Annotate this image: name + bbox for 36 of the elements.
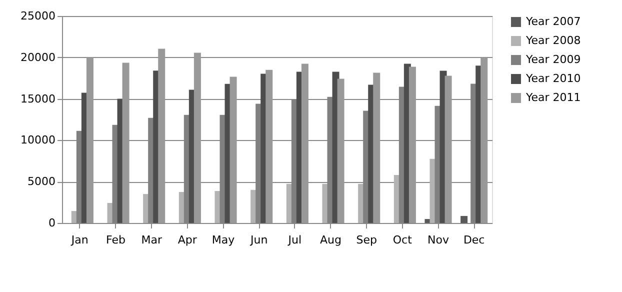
bar	[86, 57, 94, 223]
x-tick-label: Aug	[320, 234, 342, 246]
y-tick-label: 5000	[28, 175, 56, 188]
legend-label: Year 2011	[525, 91, 581, 104]
bar	[230, 76, 237, 223]
x-tick-label: Mar	[141, 234, 162, 246]
legend-label: Year 2008	[525, 34, 581, 47]
y-tick-label: 10000	[20, 134, 56, 147]
y-tick-label: 20000	[20, 50, 56, 64]
x-tick-label: Sep	[356, 234, 377, 246]
legend-label: Year 2010	[525, 72, 581, 85]
x-tick-label: Oct	[392, 234, 413, 246]
bar	[158, 48, 166, 223]
x-tick-label: Apr	[178, 234, 198, 246]
x-tick-label: Jul	[287, 234, 302, 246]
bar	[373, 72, 380, 223]
bar	[460, 216, 468, 223]
x-tick-label: Dec	[463, 234, 485, 246]
bar	[301, 64, 308, 223]
bar	[266, 70, 273, 223]
x-tick-label: Jan	[70, 234, 88, 246]
bar	[122, 62, 130, 223]
x-tick-label: May	[212, 234, 236, 246]
bar	[480, 57, 488, 223]
bar	[408, 66, 416, 223]
x-tick-label: Nov	[428, 234, 450, 246]
bar	[444, 76, 452, 223]
y-tick-label: 25000	[20, 10, 56, 22]
bar	[337, 78, 344, 223]
x-tick-label: Feb	[106, 234, 126, 246]
x-tick-label: Jun	[249, 234, 268, 246]
legend-label: Year 2007	[525, 15, 581, 28]
y-tick-label: 0	[48, 216, 56, 230]
bar	[194, 52, 201, 223]
y-tick-label: 15000	[20, 92, 56, 106]
legend-label: Year 2009	[525, 53, 581, 66]
